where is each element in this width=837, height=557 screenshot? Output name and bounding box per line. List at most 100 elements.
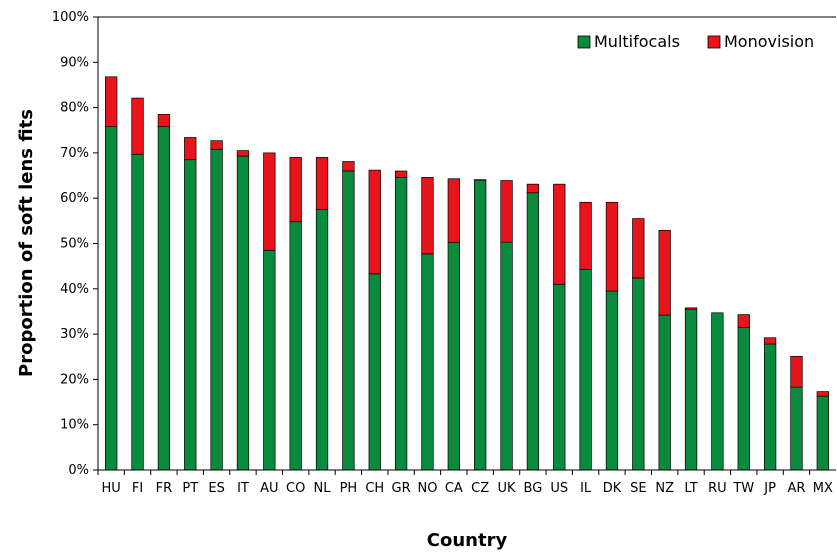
- bar-multifocals-gr: [395, 177, 407, 470]
- bar-monovision-gr: [395, 171, 407, 177]
- legend-label-multifocals: Multifocals: [594, 32, 680, 51]
- x-tick-label-bg: BG: [524, 481, 543, 496]
- x-tick-label-es: ES: [208, 481, 224, 496]
- y-tick-label: 80%: [60, 101, 89, 116]
- y-tick-label: 90%: [60, 55, 89, 70]
- bar-multifocals-fi: [132, 154, 144, 470]
- x-tick-label-ch: CH: [365, 481, 384, 496]
- bar-monovision-lt: [685, 308, 697, 309]
- y-tick-label: 10%: [60, 418, 89, 433]
- bar-monovision-es: [211, 141, 223, 150]
- bar-multifocals-hu: [105, 127, 117, 470]
- bar-monovision-ch: [369, 170, 381, 274]
- bar-multifocals-nl: [316, 210, 328, 470]
- bar-multifocals-tw: [738, 327, 750, 470]
- bar-multifocals-nz: [659, 315, 671, 470]
- bar-multifocals-ca: [448, 243, 460, 470]
- x-tick-label-no: NO: [417, 481, 437, 496]
- bar-monovision-mx: [817, 392, 829, 397]
- x-tick-label-au: AU: [260, 481, 278, 496]
- x-tick-label-jp: JP: [763, 481, 776, 496]
- bar-multifocals-co: [290, 222, 302, 470]
- bar-monovision-it: [237, 151, 249, 156]
- x-tick-label-ph: PH: [340, 481, 358, 496]
- bar-monovision-nl: [316, 157, 328, 209]
- bar-multifocals-jp: [764, 344, 776, 470]
- bar-monovision-fi: [132, 98, 144, 154]
- x-tick-label-fr: FR: [156, 481, 173, 496]
- y-tick-label: 100%: [52, 10, 89, 25]
- bar-multifocals-es: [211, 149, 223, 470]
- bar-multifocals-lt: [685, 309, 697, 470]
- bar-monovision-ar: [791, 356, 803, 387]
- bar-multifocals-uk: [501, 242, 513, 470]
- bar-multifocals-mx: [817, 396, 829, 470]
- y-tick-label: 50%: [60, 237, 89, 252]
- x-tick-label-hu: HU: [102, 481, 121, 496]
- y-axis-title: Proportion of soft lens fits: [16, 109, 37, 377]
- bar-monovision-ph: [343, 162, 355, 172]
- x-tick-label-cz: CZ: [471, 481, 489, 496]
- bar-multifocals-ph: [343, 171, 355, 470]
- bar-monovision-uk: [501, 181, 513, 243]
- bar-multifocals-us: [553, 284, 565, 470]
- bar-multifocals-ar: [791, 387, 803, 470]
- x-tick-label-ca: CA: [445, 481, 463, 496]
- bar-series: [105, 77, 828, 470]
- legend-label-monovision: Monovision: [724, 32, 814, 51]
- bar-monovision-au: [264, 153, 276, 250]
- bar-monovision-il: [580, 202, 592, 269]
- x-tick-labels: HU FI FR PT ES IT AU CO NL PH CH GR NO CA CZ UK BG US IL DK…: [98, 470, 833, 496]
- x-tick-label-nl: NL: [314, 481, 332, 496]
- bar-monovision-se: [633, 219, 645, 278]
- axes: [98, 17, 836, 470]
- bar-multifocals-pt: [184, 160, 196, 470]
- x-tick-label-gr: GR: [392, 481, 411, 496]
- bar-multifocals-no: [422, 254, 434, 470]
- bar-monovision-nz: [659, 230, 671, 315]
- bar-monovision-pt: [184, 137, 196, 159]
- x-tick-label-il: IL: [580, 481, 592, 496]
- bar-monovision-dk: [606, 202, 618, 291]
- y-tick-label: 30%: [60, 327, 89, 342]
- x-tick-label-se: SE: [630, 481, 646, 496]
- bar-monovision-us: [553, 184, 565, 284]
- x-tick-label-ru: RU: [708, 481, 727, 496]
- bar-monovision-ca: [448, 179, 460, 243]
- x-tick-label-mx: MX: [813, 481, 833, 496]
- legend-swatch-multifocals: [578, 36, 590, 48]
- x-tick-label-tw: TW: [732, 481, 754, 496]
- y-tick-label: 40%: [60, 282, 89, 297]
- x-tick-label-fi: FI: [132, 481, 143, 496]
- x-tick-label-uk: UK: [498, 481, 517, 496]
- x-tick-label-co: CO: [286, 481, 305, 496]
- y-tick-labels: 0%10%20%30%40%50%60%70%80%90%100%: [52, 10, 98, 478]
- x-tick-label-dk: DK: [603, 481, 622, 496]
- y-tick-label: 70%: [60, 146, 89, 161]
- bar-multifocals-it: [237, 156, 249, 470]
- bar-multifocals-dk: [606, 291, 618, 470]
- bar-monovision-jp: [764, 338, 776, 344]
- bar-monovision-bg: [527, 184, 539, 193]
- bar-monovision-hu: [105, 77, 117, 127]
- x-tick-label-lt: LT: [684, 481, 697, 496]
- bar-monovision-tw: [738, 315, 750, 328]
- bar-multifocals-au: [264, 250, 276, 470]
- bar-multifocals-bg: [527, 193, 539, 470]
- x-tick-label-nz: NZ: [655, 481, 674, 496]
- y-tick-label: 0%: [68, 463, 89, 478]
- bar-monovision-no: [422, 177, 434, 254]
- y-tick-label: 20%: [60, 372, 89, 387]
- x-tick-label-it: IT: [237, 481, 249, 496]
- x-tick-label-ar: AR: [787, 481, 805, 496]
- bar-multifocals-fr: [158, 127, 170, 470]
- x-tick-label-us: US: [550, 481, 568, 496]
- bar-multifocals-ru: [712, 313, 724, 470]
- bar-multifocals-cz: [474, 180, 486, 470]
- x-tick-label-pt: PT: [182, 481, 198, 496]
- bar-multifocals-il: [580, 269, 592, 470]
- bar-multifocals-se: [633, 278, 645, 470]
- x-axis-title: Country: [427, 530, 508, 551]
